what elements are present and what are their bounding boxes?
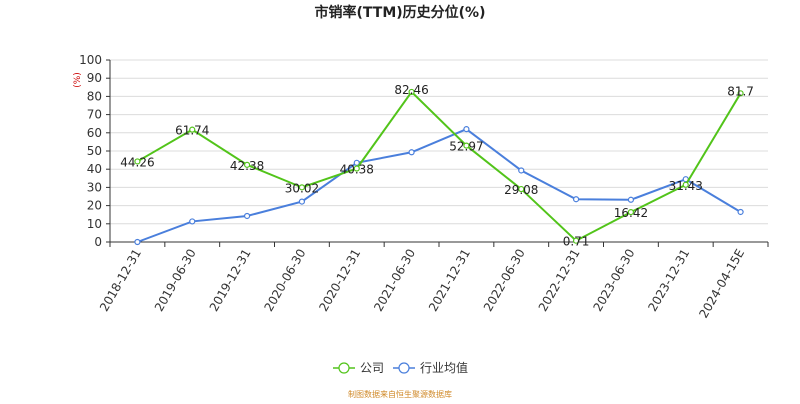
y-tick-label: 10	[87, 217, 102, 231]
data-label: 44.26	[120, 155, 154, 169]
source-note: 制图数据来自恒生聚源数据库	[348, 389, 452, 399]
data-point	[463, 142, 470, 149]
y-axis-unit: (%)	[73, 72, 83, 88]
series-line-industry-avg	[137, 128, 742, 243]
data-point	[298, 198, 306, 205]
series	[134, 88, 744, 246]
x-tick-label: 2023-06-30	[591, 247, 638, 314]
y-tick-label: 100	[79, 53, 102, 67]
data-point	[408, 88, 415, 96]
data-label: 0.71	[563, 235, 590, 249]
x-tick-label: 2024-04-15E	[696, 247, 747, 321]
y-tick-label: 90	[87, 71, 102, 85]
y-tick-label: 50	[87, 144, 102, 158]
legend-marker-dot	[398, 362, 410, 374]
data-point	[189, 218, 196, 225]
y-tick-label: 80	[87, 89, 102, 103]
x-tick-label: 2020-12-31	[316, 247, 363, 314]
data-label: 82.46	[394, 83, 428, 97]
legend-marker-dot	[338, 362, 350, 374]
y-tick-label: 40	[87, 162, 102, 176]
data-label: 30.02	[285, 181, 319, 195]
data-point	[134, 238, 141, 246]
data-point	[463, 126, 470, 133]
data-label: 40.38	[340, 163, 374, 177]
data-point	[518, 185, 525, 193]
data-label: 16.42	[614, 206, 648, 220]
x-tick-label: 2018-12-31	[97, 247, 144, 314]
data-label: 31.43	[669, 179, 703, 193]
data-point	[243, 212, 251, 220]
x-tick-label: 2021-12-31	[426, 246, 473, 313]
x-tick-label: 2023-12-31	[645, 247, 692, 314]
data-point	[243, 161, 251, 168]
data-point	[737, 90, 744, 97]
data-point	[353, 159, 360, 166]
data-label: 52.97	[449, 140, 483, 154]
x-tick-label: 2019-12-31	[207, 246, 254, 313]
data-point	[408, 149, 415, 156]
data-point	[627, 196, 635, 203]
y-tick-label: 70	[87, 108, 102, 122]
data-point	[572, 196, 580, 203]
y-tick-label: 60	[87, 126, 102, 140]
data-point	[682, 181, 689, 188]
x-tick-label: 2020-06-30	[262, 247, 309, 314]
gridlines	[110, 59, 768, 225]
data-labels: 44.26 61.74 42.38 30.02 40.38 82.46 52.97 29.08…	[120, 83, 754, 249]
data-point	[518, 167, 525, 174]
y-tick-label: 20	[87, 199, 102, 213]
x-tick-label: 2019-06-30	[152, 247, 199, 314]
y-tick-label: 30	[87, 180, 102, 194]
legend-label: 行业均值	[420, 360, 468, 375]
data-point	[353, 165, 360, 172]
data-point	[572, 237, 580, 244]
data-point	[134, 158, 141, 165]
y-tick-label: 0	[94, 235, 102, 249]
data-point	[627, 209, 635, 216]
legend-label: 公司	[360, 361, 384, 375]
data-label: 81.7	[727, 84, 754, 98]
data-label: 42.38	[230, 159, 264, 173]
x-tick-label: 2021-06-30	[371, 247, 418, 314]
data-point	[737, 208, 744, 216]
series-line-company	[136, 90, 742, 242]
x-tick-label: 2022-12-31	[536, 247, 583, 314]
data-point	[189, 126, 196, 133]
chart-title: 市销率(TTM)历史分位(%)	[315, 4, 486, 21]
data-label: 29.08	[504, 183, 538, 197]
legend: 公司 行业均值	[333, 360, 468, 375]
data-point	[298, 184, 306, 191]
data-label: 61.74	[175, 124, 209, 138]
x-tick-label: 2022-06-30	[481, 247, 528, 314]
